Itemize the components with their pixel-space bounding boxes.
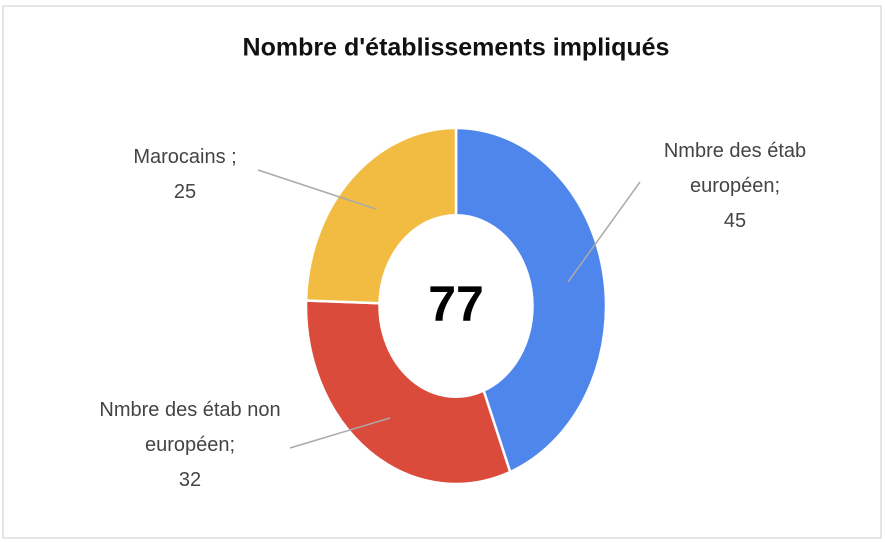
donut [304,126,608,486]
label-value: 45 [723,210,747,232]
data-label: Nmbre des étab non européen; 32 [95,393,285,498]
leader-line [257,169,377,210]
chart-title: Nombre d'établissements impliqués [243,34,670,62]
label-name: Nmbre des étab européen; [663,140,807,197]
label-name: Marocains ; [133,146,237,168]
label-value: 25 [173,181,197,203]
data-label: Nmbre des étab européen; 45 [655,134,815,239]
donut-slice [454,126,608,474]
label-value: 32 [178,469,202,491]
donut-slice [304,299,512,486]
donut-slice [304,126,458,305]
leader-line [567,181,641,283]
data-label: Marocains ; 25 [115,140,255,210]
leader-line [289,417,391,449]
center-label: 77 [428,276,484,332]
label-name: Nmbre des étab non européen; [99,399,281,456]
